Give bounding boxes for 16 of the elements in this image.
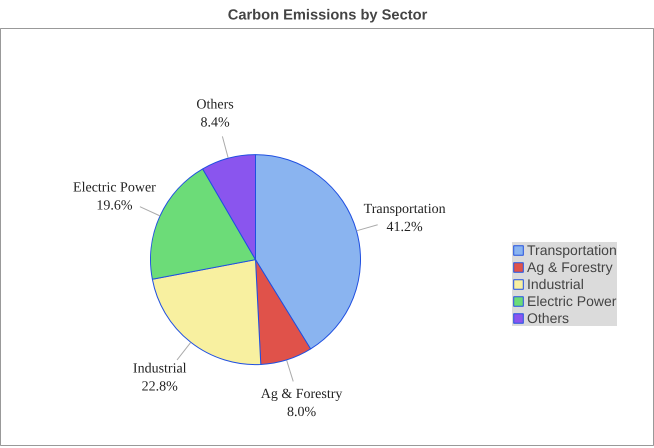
data-label: 8.0% (286, 405, 316, 420)
legend-label: Electric Power (527, 293, 616, 309)
data-label: 41.2% (386, 220, 424, 235)
data-label: 8.4% (200, 116, 230, 131)
data-label: 19.6% (96, 198, 133, 214)
legend-label: Ag & Forestry (527, 259, 613, 275)
data-label: 22.8% (142, 380, 178, 395)
legend-label: Industrial (527, 276, 584, 292)
chart-title: Carbon Emissions by Sector (228, 8, 428, 24)
legend-label: Transportation (527, 242, 617, 258)
slice-label: Industrial (132, 362, 187, 377)
slice-label: Transportation (364, 202, 446, 217)
slice-label: Ag & Forestry (260, 387, 342, 402)
slice-label: Others (196, 98, 234, 113)
legend-label: Others (527, 310, 570, 326)
slice-label: Electric Power (73, 180, 156, 196)
